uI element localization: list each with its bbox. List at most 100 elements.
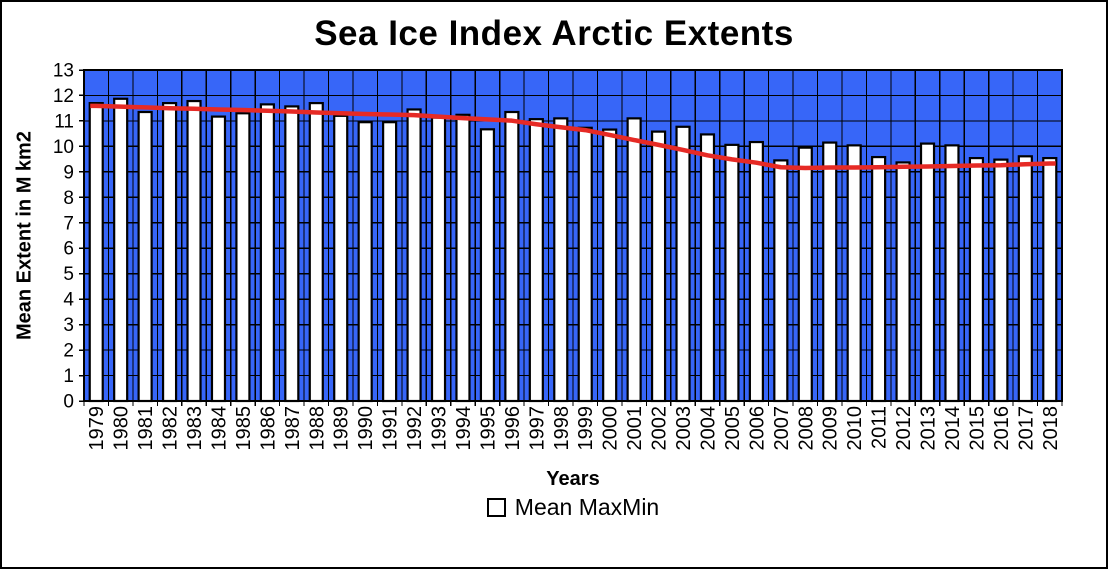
x-tick-label: 1982 <box>160 406 182 451</box>
plot-frame <box>83 69 1063 402</box>
x-tick-label: 1991 <box>380 406 402 451</box>
bar-1995 <box>479 128 496 403</box>
bar-2006 <box>748 140 764 403</box>
legend-label: Mean MaxMin <box>514 494 660 520</box>
bar-1979 <box>88 101 104 403</box>
x-axis-label: Years <box>546 468 600 490</box>
x-tick-label: 1979 <box>86 406 108 451</box>
x-tick-label: 1985 <box>233 406 255 451</box>
bar-2010 <box>846 144 862 403</box>
x-tick-label: 1988 <box>306 406 328 451</box>
x-tick-label: 1998 <box>551 406 573 451</box>
x-tick-label: 1993 <box>429 406 451 451</box>
x-tick-label: 1997 <box>526 406 548 451</box>
x-tick-label: 2000 <box>600 406 622 451</box>
bar-1987 <box>284 105 300 403</box>
bar-2011 <box>871 155 887 403</box>
bar-2007 <box>773 159 789 403</box>
x-tick-label: 2010 <box>844 406 866 451</box>
y-tick-label: 6 <box>63 239 74 260</box>
x-tick-label: 2011 <box>869 406 891 449</box>
y-tick-label: 2 <box>63 341 74 362</box>
x-tick-label: 1981 <box>135 406 157 451</box>
x-tick-label: 2013 <box>918 406 940 451</box>
bar-1999 <box>577 126 593 403</box>
x-tick-label: 1995 <box>477 406 499 451</box>
bar-2004 <box>699 133 716 403</box>
y-tick-label: 1 <box>63 366 74 387</box>
x-tick-label: 2012 <box>893 406 915 451</box>
bar-1986 <box>259 103 275 403</box>
y-tick-label: 11 <box>54 111 74 132</box>
bar-1991 <box>382 121 398 403</box>
y-tick-label: 10 <box>53 137 74 158</box>
chart-title: Sea Ice Index Arctic Extents <box>314 14 794 53</box>
x-tick-label: 1986 <box>257 406 279 451</box>
bar-1981 <box>137 110 153 403</box>
y-tick-label: 0 <box>63 392 74 413</box>
legend-bar-marker-icon <box>486 498 506 517</box>
y-tick-label: 9 <box>63 162 74 183</box>
x-tick-label: 2015 <box>966 406 988 451</box>
bar-2017 <box>1017 155 1033 403</box>
x-tick-label: 2018 <box>1040 406 1062 451</box>
x-tick-label: 1980 <box>111 406 133 451</box>
bar-2012 <box>895 161 911 403</box>
y-tick-label: 3 <box>63 315 74 336</box>
x-tick-label: 1983 <box>184 406 206 451</box>
x-tick-label: 2001 <box>624 406 646 451</box>
bar-1992 <box>406 108 422 403</box>
x-tick-label: 2006 <box>746 406 768 451</box>
x-tick-label: 1989 <box>331 406 353 451</box>
x-tick-label: 2009 <box>820 406 842 451</box>
bar-1985 <box>235 112 251 403</box>
x-tick-label: 2004 <box>697 406 719 451</box>
y-tick-label: 8 <box>63 188 74 209</box>
bar-1994 <box>455 113 471 403</box>
x-tick-label: 1992 <box>404 406 426 451</box>
bar-1993 <box>430 116 447 403</box>
bar-2008 <box>797 146 813 403</box>
bar-1989 <box>333 114 349 403</box>
x-tick-label: 2007 <box>771 406 793 451</box>
x-tick-label: 2008 <box>795 406 817 451</box>
bar-1982 <box>161 101 178 403</box>
bar-1988 <box>308 101 324 403</box>
bar-1983 <box>186 99 202 403</box>
y-tick-label: 5 <box>63 264 74 285</box>
bar-2001 <box>626 117 642 403</box>
y-tick-label: 7 <box>63 213 74 234</box>
bar-2000 <box>602 128 618 403</box>
bar-2005 <box>724 143 740 403</box>
x-tick-label: 1990 <box>355 406 377 451</box>
legend: Mean MaxMin <box>84 494 1062 521</box>
x-tick-label: 1994 <box>453 406 475 451</box>
bar-2003 <box>675 125 691 403</box>
y-tick-label: 12 <box>53 86 74 107</box>
x-tick-label: 1984 <box>208 406 230 451</box>
bar-2002 <box>650 130 667 403</box>
x-tick-label: 1987 <box>282 406 304 451</box>
bar-1990 <box>357 121 373 403</box>
y-tick-label: 4 <box>63 290 74 311</box>
bar-2014 <box>944 144 960 403</box>
x-tick-label: 2017 <box>1015 406 1037 451</box>
x-tick-label: 1999 <box>575 406 597 451</box>
bar-2016 <box>993 158 1009 403</box>
bar-2013 <box>919 142 936 403</box>
bar-2015 <box>968 156 985 403</box>
x-tick-label: 2005 <box>722 406 744 451</box>
bar-1998 <box>553 117 569 403</box>
x-tick-label: 2002 <box>649 406 671 451</box>
bar-1984 <box>210 115 227 403</box>
x-tick-label: 2014 <box>942 406 964 451</box>
x-tick-label: 1996 <box>502 406 524 451</box>
x-tick-label: 2016 <box>991 406 1013 451</box>
bar-2018 <box>1042 156 1058 403</box>
bar-1980 <box>113 97 129 403</box>
trend-line <box>90 103 1056 171</box>
y-tick-label: 13 <box>53 61 74 82</box>
bar-2009 <box>822 141 838 403</box>
